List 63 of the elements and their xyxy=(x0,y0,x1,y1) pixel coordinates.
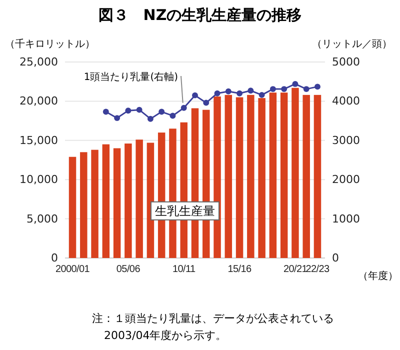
x-tick-label: 10/11 xyxy=(172,264,196,275)
bar xyxy=(258,98,266,258)
point xyxy=(102,108,109,115)
bar xyxy=(113,148,121,258)
x-tick-label: 05/06 xyxy=(116,264,141,275)
bar xyxy=(247,94,254,258)
bar xyxy=(302,94,310,258)
point xyxy=(192,92,198,98)
point xyxy=(248,88,254,94)
point xyxy=(303,86,310,92)
x-axis-title: （年度） xyxy=(358,270,398,282)
point xyxy=(170,112,176,119)
point xyxy=(180,104,187,111)
bar xyxy=(292,88,299,258)
point xyxy=(214,90,220,96)
point xyxy=(236,90,243,96)
text: 2003/04年度から示す。 xyxy=(104,329,227,342)
bar xyxy=(214,96,221,258)
bar xyxy=(224,94,232,258)
point xyxy=(281,86,288,92)
y-tick-label: 0 xyxy=(51,252,58,265)
y2-tick-label: 4000 xyxy=(332,94,360,108)
bar xyxy=(314,94,322,258)
y2-tick-label: 2000 xyxy=(332,173,360,186)
y2-tick-label: 5000 xyxy=(332,56,360,69)
bar xyxy=(280,92,288,258)
bar xyxy=(124,144,132,258)
bar xyxy=(102,144,110,258)
point xyxy=(125,108,132,114)
bar xyxy=(91,150,98,258)
y2-tick-label: 3000 xyxy=(332,134,360,147)
x-tick-label: 2000/01 xyxy=(55,264,90,275)
y-tick-label: 5,000 xyxy=(26,212,58,226)
bar xyxy=(136,140,143,258)
y2-axis-title: （リットル／頭） xyxy=(312,39,392,50)
bar xyxy=(269,92,277,258)
point xyxy=(147,116,154,122)
point xyxy=(314,84,320,90)
series-label: 1頭当たり乳量(右軸) xyxy=(84,71,178,83)
point xyxy=(203,100,210,106)
y2-tick-label: 0 xyxy=(332,252,339,265)
x-tick-label: 15/16 xyxy=(228,264,252,275)
x-tick-label: 20/21 xyxy=(283,264,308,275)
bar xyxy=(68,156,76,258)
y-axis-title: （千キロリットル） xyxy=(5,38,95,50)
y-tick-label: 15,000 xyxy=(20,134,58,147)
x-tick-label: 22/23 xyxy=(306,264,330,275)
bar xyxy=(80,152,88,258)
bar xyxy=(236,97,244,258)
point xyxy=(114,115,120,122)
point xyxy=(292,80,298,87)
point xyxy=(136,106,142,113)
point xyxy=(270,86,276,92)
y-tick-label: 25,000 xyxy=(20,56,58,69)
y-tick-label: 20,000 xyxy=(20,94,58,108)
point xyxy=(225,88,232,94)
point xyxy=(258,92,265,98)
y2-tick-label: 1000 xyxy=(332,212,360,226)
chart-title: 図３ NZの生乳生産量の推移 xyxy=(98,6,302,24)
text: 注：１頭当たり乳量は、データが公表されている xyxy=(92,312,334,325)
y-tick-label: 10,000 xyxy=(20,173,58,186)
point xyxy=(158,108,165,115)
series-label: 生乳生産量 xyxy=(155,204,215,218)
